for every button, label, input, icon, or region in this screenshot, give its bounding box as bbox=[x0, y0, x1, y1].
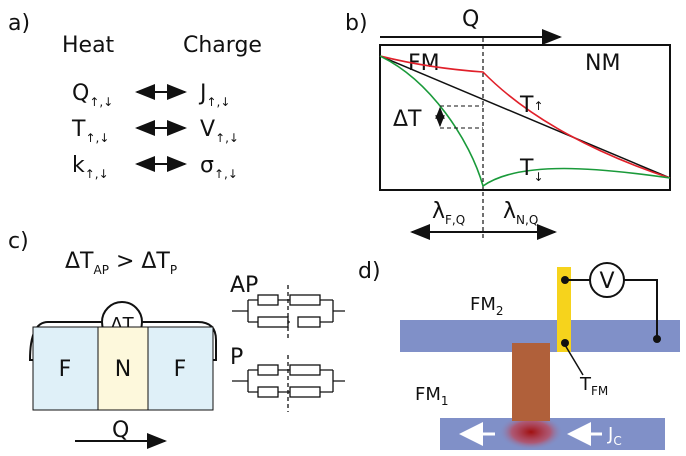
base: λ bbox=[432, 199, 445, 224]
region-label: NM bbox=[585, 51, 620, 76]
layer-label: FM1 bbox=[415, 384, 449, 408]
panel-d: d) V FM2 FM1 TFM JC bbox=[358, 259, 680, 450]
layer-label: N bbox=[115, 357, 131, 382]
contact bbox=[653, 335, 661, 343]
sub: ↑,↓ bbox=[85, 167, 109, 181]
panel-label: a) bbox=[8, 11, 30, 36]
contact bbox=[561, 276, 569, 284]
panel-b: b) Q FM NM ΔT T↑ T↓ λF,Q λN,Q bbox=[345, 7, 670, 238]
panel-a: a) Heat Charge Q↑,↓J↑,↓T↑,↓V↑,↓k↑,↓σ↑,↓ bbox=[8, 11, 262, 181]
flow-label: Q bbox=[112, 418, 129, 443]
sub: P bbox=[170, 263, 177, 277]
heading: Heat bbox=[62, 33, 115, 58]
layer-label: F bbox=[59, 357, 72, 382]
sub: F,Q bbox=[445, 213, 465, 227]
symbol: J↑,↓ bbox=[198, 81, 230, 109]
base: λ bbox=[503, 199, 516, 224]
symbol: k↑,↓ bbox=[72, 153, 109, 181]
base: k bbox=[72, 153, 85, 178]
sub: C bbox=[613, 434, 621, 448]
base: J bbox=[198, 81, 207, 106]
sub: ↑,↓ bbox=[214, 167, 238, 181]
sub: ↑ bbox=[533, 99, 543, 113]
base: T bbox=[71, 117, 86, 142]
sub: FM bbox=[591, 384, 608, 398]
sub: ↑,↓ bbox=[85, 131, 109, 145]
network-label: AP bbox=[230, 273, 258, 298]
base: T bbox=[519, 93, 534, 118]
meter-label: V bbox=[599, 269, 614, 294]
pillar bbox=[512, 343, 550, 421]
flow-label: Q bbox=[462, 7, 479, 32]
panel-label: b) bbox=[345, 11, 368, 36]
sub: 1 bbox=[441, 394, 449, 408]
panel-label: c) bbox=[8, 229, 29, 254]
base: ΔT bbox=[141, 249, 170, 274]
network-label: P bbox=[230, 345, 243, 370]
sub: ↑,↓ bbox=[89, 95, 113, 109]
relation: ΔTAP > ΔTP bbox=[65, 249, 177, 277]
panel-c: c) ΔTAP > ΔTP ΔT F N F Q AP P bbox=[8, 229, 345, 443]
curve-label: T↓ bbox=[519, 156, 544, 184]
layer-label: FM2 bbox=[470, 294, 504, 318]
sub: ↑,↓ bbox=[207, 95, 231, 109]
sub: ↓ bbox=[533, 170, 543, 184]
network bbox=[232, 285, 345, 412]
base: Q bbox=[72, 81, 89, 106]
base: T bbox=[519, 156, 534, 181]
base: FM bbox=[470, 294, 496, 315]
op: > bbox=[109, 249, 141, 274]
delta-label: ΔT bbox=[393, 107, 422, 132]
base: σ bbox=[200, 153, 214, 178]
curve-label: T↑ bbox=[519, 93, 544, 118]
length-label: λN,Q bbox=[503, 199, 538, 227]
symbol: σ↑,↓ bbox=[200, 153, 238, 181]
base: FM bbox=[415, 384, 441, 405]
base: ΔT bbox=[65, 249, 94, 274]
symbol: Q↑,↓ bbox=[72, 81, 113, 109]
sub: ↑,↓ bbox=[215, 131, 239, 145]
heading: Charge bbox=[183, 33, 262, 58]
panel-label: d) bbox=[358, 259, 381, 284]
layer-label: F bbox=[174, 357, 187, 382]
sub: AP bbox=[94, 263, 109, 277]
symbol: V↑,↓ bbox=[200, 117, 239, 145]
sub: 2 bbox=[496, 304, 504, 318]
base: V bbox=[200, 117, 215, 142]
sub: N,Q bbox=[516, 213, 538, 227]
probe-label: TFM bbox=[579, 374, 608, 398]
length-label: λF,Q bbox=[432, 199, 465, 227]
figure: a) Heat Charge Q↑,↓J↑,↓T↑,↓V↑,↓k↑,↓σ↑,↓ … bbox=[0, 0, 686, 456]
symbol: T↑,↓ bbox=[71, 117, 109, 145]
